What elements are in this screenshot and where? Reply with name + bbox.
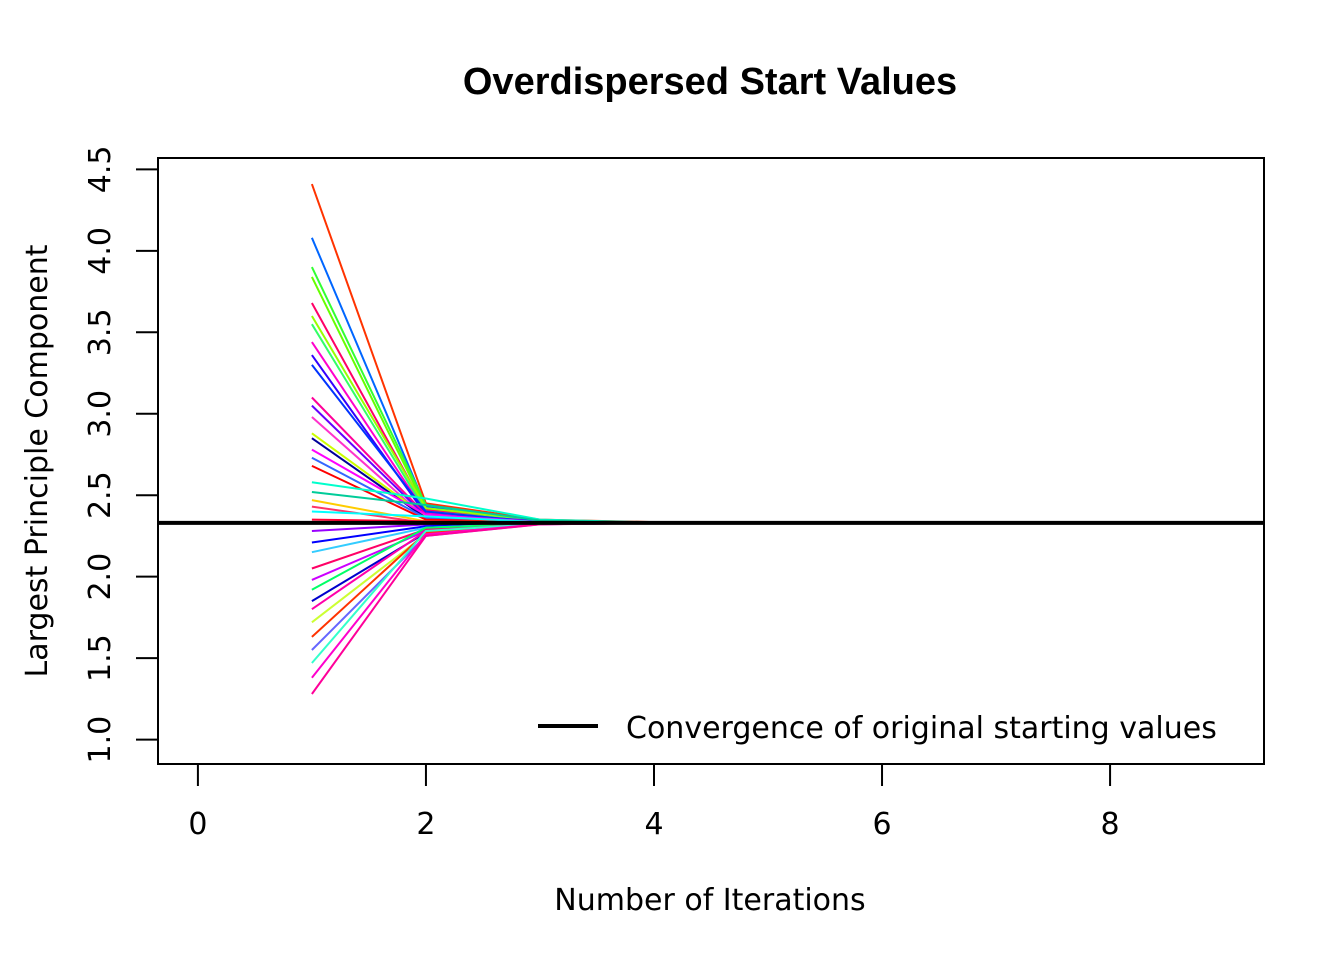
series-line-35 xyxy=(311,521,769,651)
y-tick-label: 1.0 xyxy=(83,716,118,764)
x-axis: 0 2 4 6 8 xyxy=(188,763,1120,842)
y-axis-label: Largest Principle Component xyxy=(20,244,55,677)
legend: Convergence of original starting values xyxy=(538,711,1217,746)
x-tick-label: 8 xyxy=(1101,807,1120,842)
series-line-38 xyxy=(311,521,769,695)
y-tick-label: 2.5 xyxy=(83,471,118,519)
series-line-12 xyxy=(311,404,768,524)
y-tick-label: 2.0 xyxy=(83,553,118,601)
y-tick-label: 4.5 xyxy=(83,146,118,194)
plot-frame xyxy=(157,157,1265,765)
series-line-2 xyxy=(310,237,769,524)
x-tick-label: 6 xyxy=(872,807,891,842)
y-tick-label: 3.5 xyxy=(83,308,118,356)
legend-label: Convergence of original starting values xyxy=(626,711,1217,746)
series-line-34 xyxy=(311,521,769,638)
x-tick-label: 4 xyxy=(644,807,663,842)
y-tick-label: 3.0 xyxy=(83,390,118,438)
x-tick-label: 0 xyxy=(188,807,207,842)
series-line-32 xyxy=(311,521,769,611)
series-line-20 xyxy=(311,491,769,524)
x-tick-label: 2 xyxy=(416,807,435,842)
y-axis: 1.0 1.5 2.0 2.5 3.0 3.5 4.0 4.5 xyxy=(83,146,159,764)
y-tick-label: 4.0 xyxy=(83,227,118,275)
series-line-26 xyxy=(311,521,768,544)
series-line-29 xyxy=(311,521,768,581)
chart-title: Overdispersed Start Values xyxy=(463,61,957,103)
y-tick-label: 1.5 xyxy=(83,634,118,682)
series-line-3 xyxy=(310,266,769,524)
series-layer xyxy=(310,183,769,695)
x-axis-label: Number of Iterations xyxy=(554,883,865,918)
series-line-5 xyxy=(311,302,769,524)
